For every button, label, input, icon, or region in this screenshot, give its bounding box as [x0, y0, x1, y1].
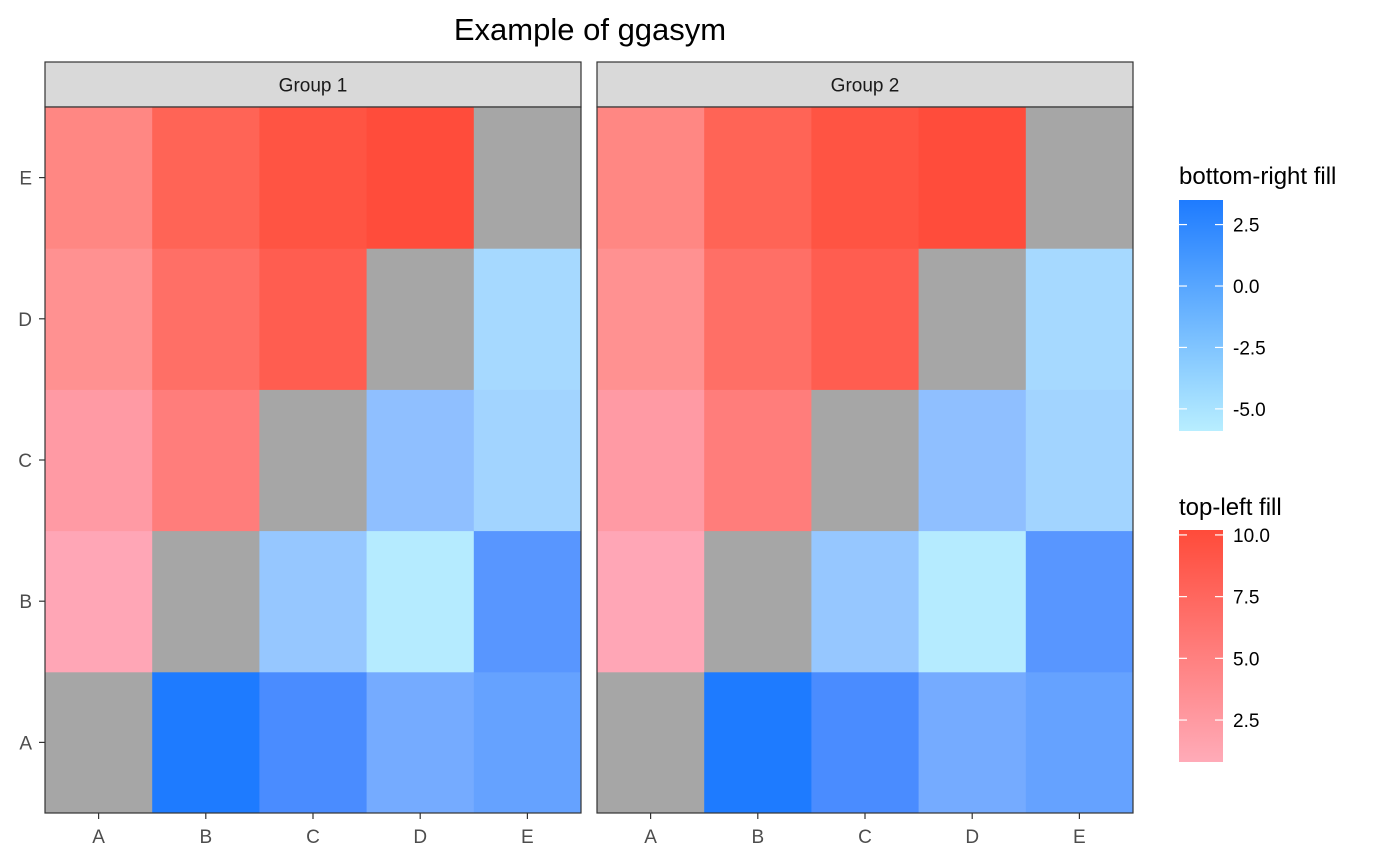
heatmap-cell	[259, 248, 368, 390]
y-tick-label: D	[18, 310, 32, 331]
heatmap-cell	[811, 107, 920, 249]
heatmap-cell	[473, 107, 582, 249]
heatmap-cell	[918, 389, 1027, 532]
heatmap-cell	[597, 107, 705, 249]
facet-label: Group 2	[831, 76, 900, 97]
y-tick-label: A	[19, 733, 32, 754]
legend-tick-label: 5.0	[1233, 649, 1259, 670]
heatmap-cell	[45, 671, 153, 814]
legend-tick-label: -2.5	[1233, 338, 1266, 359]
heatmap-cell	[704, 248, 812, 390]
heatmap-cell	[473, 248, 582, 390]
heatmap-cell	[473, 389, 582, 532]
heatmap-cell	[259, 389, 368, 532]
legend: bottom-right fill 2.5 0.0 -2.5 -5.0	[1179, 163, 1336, 431]
heatmap-cell	[1025, 389, 1134, 532]
y-tick-label: C	[18, 451, 32, 472]
heatmap-cell	[473, 671, 582, 814]
legend-tick-label: 7.5	[1233, 588, 1259, 609]
chart-title: Example of ggasym	[454, 12, 726, 47]
x-tick-label: A	[644, 827, 657, 848]
heatmap-cell	[45, 248, 153, 390]
heatmap-cell	[366, 530, 475, 673]
heatmap-cell	[152, 530, 260, 673]
heatmap-cell	[597, 389, 705, 532]
heatmap-cell	[152, 248, 260, 390]
x-tick-label: E	[1073, 827, 1086, 848]
legend: top-left fill 10.0 7.5 5.0 2.5	[1179, 494, 1282, 762]
heatmap-cell	[704, 107, 812, 249]
y-axis: A B C D E	[18, 169, 45, 754]
heatmap-cell	[45, 530, 153, 673]
legend-tick-label: 2.5	[1233, 711, 1259, 732]
heatmap-cell	[366, 107, 475, 249]
heatmap-cell	[918, 530, 1027, 673]
x-tick-label: B	[199, 827, 212, 848]
legend-title: bottom-right fill	[1179, 163, 1336, 190]
heatmap-cell	[1025, 107, 1134, 249]
heatmap-cell	[473, 530, 582, 673]
x-tick-label: D	[965, 827, 979, 848]
heatmap-cell	[45, 389, 153, 532]
heatmap-cell	[259, 530, 368, 673]
y-tick-label: E	[19, 169, 32, 190]
x-tick-label: B	[751, 827, 764, 848]
heatmap-cell	[1025, 248, 1134, 390]
legend-tick-label: -5.0	[1233, 400, 1266, 421]
heatmap-cell	[811, 248, 920, 390]
legend-title: top-left fill	[1179, 494, 1282, 521]
x-tick-label: E	[521, 827, 534, 848]
legend-tick-label: 10.0	[1233, 526, 1270, 547]
facet-strip	[596, 61, 1134, 108]
heatmap-cell	[152, 107, 260, 249]
heatmap-cell	[152, 671, 260, 814]
heatmap-cell	[366, 248, 475, 390]
x-tick-label: D	[413, 827, 427, 848]
x-tick-label: C	[306, 827, 320, 848]
legend-tick-label: 2.5	[1233, 216, 1259, 237]
heatmap-cell	[811, 530, 920, 673]
heatmap-cell	[366, 389, 475, 532]
heatmap-cell	[366, 671, 475, 814]
heatmap-cell	[597, 530, 705, 673]
heatmap-cell	[704, 530, 812, 673]
heatmap-cell	[597, 671, 705, 814]
legends: bottom-right fill 2.5 0.0 -2.5 -5.0 top-left …	[1179, 163, 1336, 762]
y-tick-label: B	[19, 592, 32, 613]
heatmap-cell	[259, 107, 368, 249]
facet-panel: Group 2	[596, 61, 1134, 814]
heatmap-cell	[704, 671, 812, 814]
heatmap-cell	[918, 671, 1027, 814]
legend-colorbar	[1179, 200, 1223, 431]
heatmap-cell	[45, 107, 153, 249]
facet-label: Group 1	[279, 76, 348, 97]
heatmap-cell	[704, 389, 812, 532]
heatmap-cell	[918, 107, 1027, 249]
heatmap-cell	[1025, 530, 1134, 673]
x-tick-label: C	[858, 827, 872, 848]
legend-tick-label: 0.0	[1233, 277, 1259, 298]
legend-colorbar	[1179, 530, 1223, 762]
heatmap-cell	[811, 389, 920, 532]
heatmap-cell	[259, 671, 368, 814]
facet-panel: Group 1	[44, 61, 582, 814]
heatmap-cell	[811, 671, 920, 814]
facet-strip	[44, 61, 582, 108]
heatmap-cell	[597, 248, 705, 390]
heatmap-cell	[152, 389, 260, 532]
facet-panels: Group 1 Group 2	[44, 61, 1134, 814]
heatmap-cell	[1025, 671, 1134, 814]
heatmap-cell	[918, 248, 1027, 390]
x-tick-label: A	[92, 827, 105, 848]
